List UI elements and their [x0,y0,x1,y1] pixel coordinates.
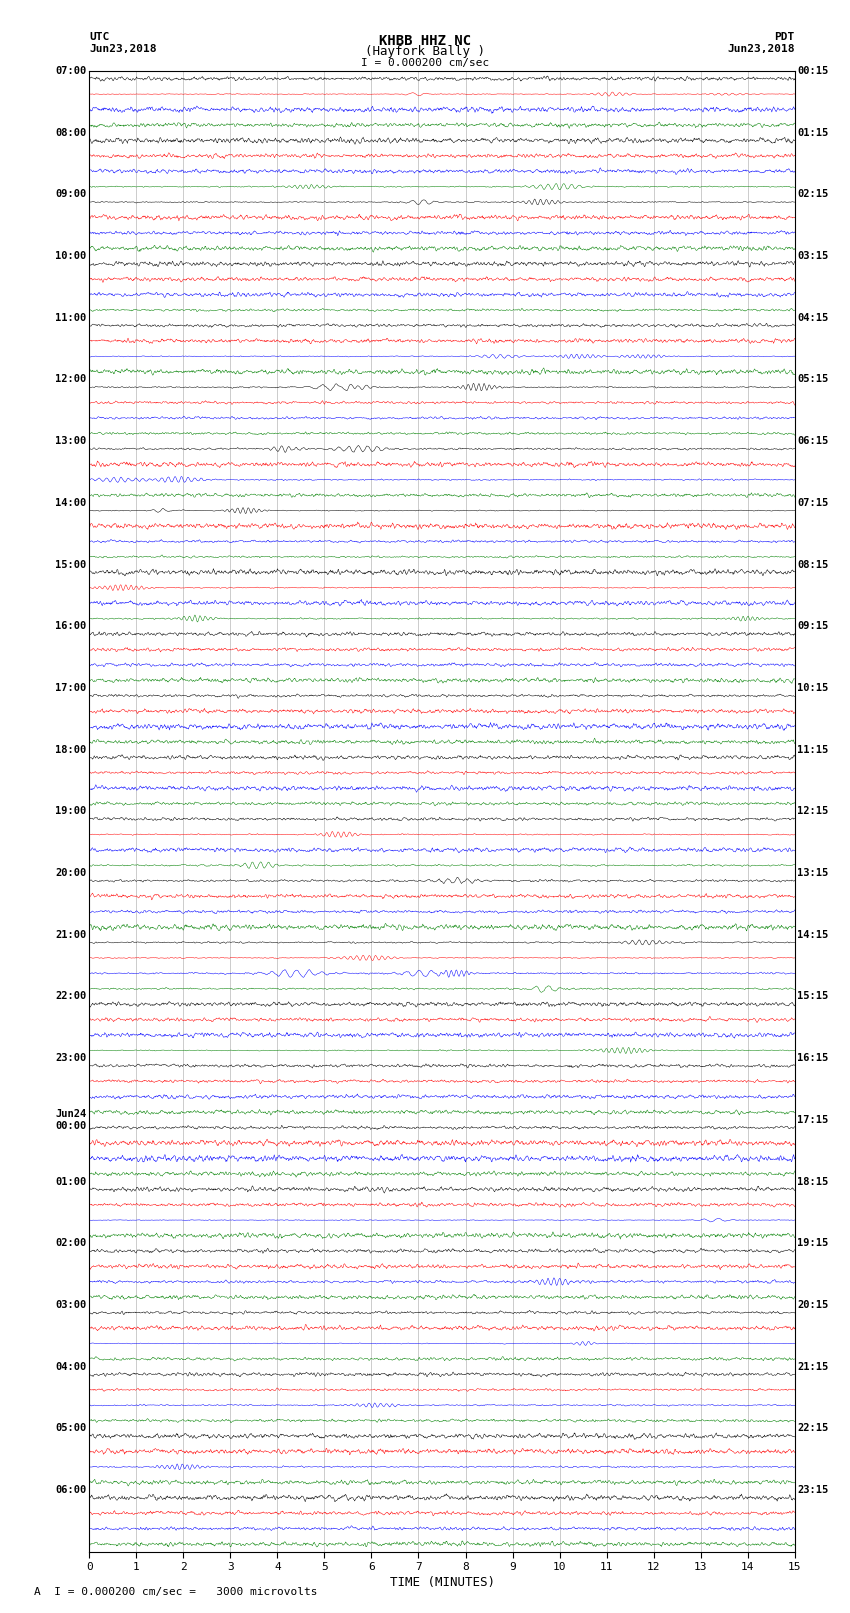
Text: 21:00: 21:00 [55,929,87,940]
Text: 02:00: 02:00 [55,1239,87,1248]
Text: 19:00: 19:00 [55,806,87,816]
Text: 14:00: 14:00 [55,498,87,508]
Text: 18:00: 18:00 [55,745,87,755]
Text: 01:00: 01:00 [55,1176,87,1187]
Text: 20:15: 20:15 [797,1300,829,1310]
Text: 00:15: 00:15 [797,66,829,76]
Text: 13:00: 13:00 [55,436,87,447]
Text: 03:15: 03:15 [797,252,829,261]
Text: 16:00: 16:00 [55,621,87,631]
Text: 20:00: 20:00 [55,868,87,877]
Text: 02:15: 02:15 [797,189,829,200]
Text: 08:15: 08:15 [797,560,829,569]
Text: 17:00: 17:00 [55,682,87,694]
Text: 10:15: 10:15 [797,682,829,694]
Text: A  I = 0.000200 cm/sec =   3000 microvolts: A I = 0.000200 cm/sec = 3000 microvolts [34,1587,318,1597]
Text: 09:00: 09:00 [55,189,87,200]
Text: 16:15: 16:15 [797,1053,829,1063]
Text: 21:15: 21:15 [797,1361,829,1371]
Text: 04:15: 04:15 [797,313,829,323]
Text: 04:00: 04:00 [55,1361,87,1371]
Text: PDT: PDT [774,32,795,42]
Text: 17:15: 17:15 [797,1115,829,1124]
Text: 05:00: 05:00 [55,1423,87,1434]
Text: 13:15: 13:15 [797,868,829,877]
Text: 22:00: 22:00 [55,992,87,1002]
Text: 12:00: 12:00 [55,374,87,384]
Text: 09:15: 09:15 [797,621,829,631]
Text: 01:15: 01:15 [797,127,829,137]
Text: 10:00: 10:00 [55,252,87,261]
Text: (Hayfork Bally ): (Hayfork Bally ) [365,45,485,58]
Text: 18:15: 18:15 [797,1176,829,1187]
Text: 05:15: 05:15 [797,374,829,384]
Text: Jun24
00:00: Jun24 00:00 [55,1110,87,1131]
Text: 23:00: 23:00 [55,1053,87,1063]
Text: 14:15: 14:15 [797,929,829,940]
Text: KHBB HHZ NC: KHBB HHZ NC [379,34,471,48]
Text: Jun23,2018: Jun23,2018 [728,44,795,53]
Text: 06:00: 06:00 [55,1486,87,1495]
Text: I = 0.000200 cm/sec: I = 0.000200 cm/sec [361,58,489,68]
Text: 19:15: 19:15 [797,1239,829,1248]
Text: 11:15: 11:15 [797,745,829,755]
Text: 11:00: 11:00 [55,313,87,323]
Text: 06:15: 06:15 [797,436,829,447]
Text: 22:15: 22:15 [797,1423,829,1434]
Text: 07:00: 07:00 [55,66,87,76]
Text: 07:15: 07:15 [797,498,829,508]
Text: 15:00: 15:00 [55,560,87,569]
X-axis label: TIME (MINUTES): TIME (MINUTES) [389,1576,495,1589]
Text: 23:15: 23:15 [797,1486,829,1495]
Text: 08:00: 08:00 [55,127,87,137]
Text: UTC: UTC [89,32,110,42]
Text: 12:15: 12:15 [797,806,829,816]
Text: 03:00: 03:00 [55,1300,87,1310]
Text: 15:15: 15:15 [797,992,829,1002]
Text: Jun23,2018: Jun23,2018 [89,44,156,53]
